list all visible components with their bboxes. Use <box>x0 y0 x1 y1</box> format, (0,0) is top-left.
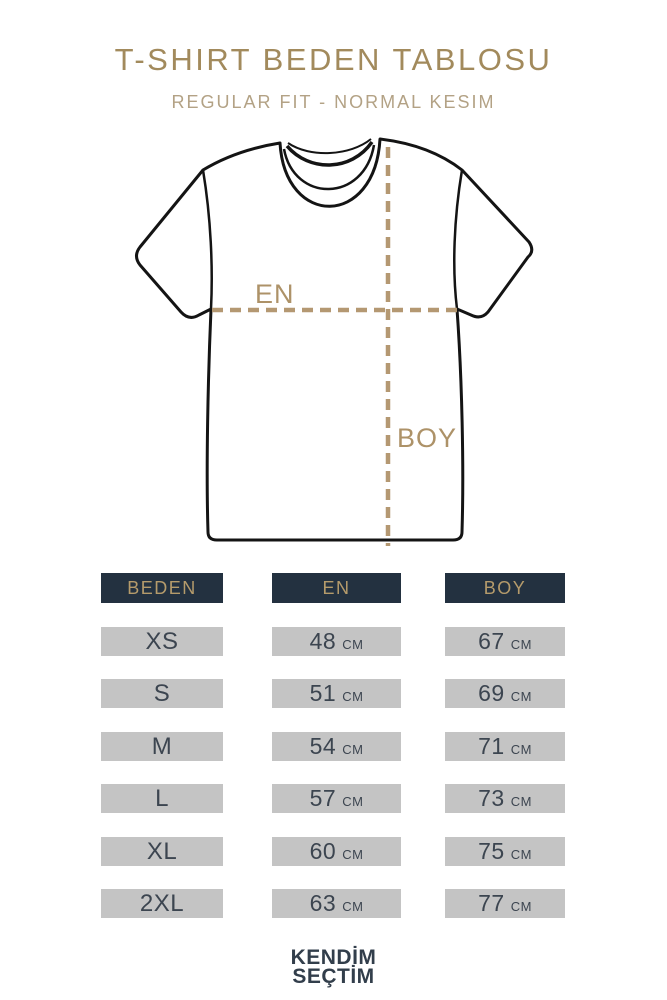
table-row-boy-xs: 67 CM <box>445 626 565 656</box>
table-row-boy-m: 71 CM <box>445 731 565 761</box>
brand-logo: KENDİM SEÇTİM <box>0 946 667 988</box>
collar-back-line <box>287 138 372 154</box>
table-row-boy-s: 69 CM <box>445 679 565 708</box>
boy-length-label: BOY <box>397 423 457 453</box>
collar-band-inner-line <box>282 144 376 191</box>
en-width-label: EN <box>255 279 295 309</box>
en-value: 54 <box>309 732 337 759</box>
en-value: 48 <box>309 627 337 654</box>
unit-label: CM <box>510 636 532 652</box>
boy-value: 67 <box>478 627 505 654</box>
length-column-header: BOY <box>445 573 565 603</box>
en-value: 60 <box>309 837 337 864</box>
size-value: XL <box>146 837 178 865</box>
size-value: S <box>153 680 171 707</box>
boy-value: 71 <box>478 732 505 759</box>
unit-label: CM <box>342 689 364 704</box>
boy-value: 75 <box>478 837 505 864</box>
table-row-en-xl: 60 CM <box>272 836 401 866</box>
size-column-header: BEDEN <box>101 573 223 603</box>
en-value: 57 <box>309 785 337 811</box>
boy-value: 69 <box>478 680 505 706</box>
unit-label: CM <box>510 741 532 757</box>
table-row-en-m: 54 CM <box>272 731 401 761</box>
boy-value: 77 <box>478 890 505 916</box>
table-row-size-m: M <box>101 731 223 761</box>
size-column: BEDEN XS S M L XL 2XL <box>101 573 223 918</box>
brand-logo-line2: SEÇTİM <box>292 965 375 988</box>
table-row-en-2xl: 63 CM <box>272 889 401 918</box>
tshirt-outline <box>135 137 534 542</box>
tshirt-measurement-diagram: EN BOY <box>135 137 534 546</box>
table-row-en-xs: 48 CM <box>272 626 401 656</box>
unit-label: CM <box>342 741 364 757</box>
boy-value: 73 <box>478 785 505 811</box>
unit-label: CM <box>510 689 532 704</box>
unit-label: CM <box>510 846 532 862</box>
table-row-size-xl: XL <box>101 836 223 866</box>
table-row-en-l: 57 CM <box>272 784 401 813</box>
size-value: M <box>151 732 173 760</box>
width-column-header: EN <box>272 573 401 603</box>
collar-seam-line <box>285 140 374 167</box>
unit-label: CM <box>342 846 364 862</box>
table-row-en-s: 51 CM <box>272 679 401 708</box>
table-row-boy-2xl: 77 CM <box>445 889 565 918</box>
page-subtitle: REGULAR FIT - NORMAL KESIM <box>171 92 496 112</box>
brand-logo-line1: KENDİM <box>290 946 377 969</box>
size-value: L <box>155 785 169 812</box>
size-value: 2XL <box>139 890 185 917</box>
left-sleeve-seam <box>201 169 213 310</box>
width-column: EN 48 CM 51 CM 54 CM 57 CM 60 CM 63 CM <box>272 573 401 918</box>
en-value: 51 <box>309 680 337 706</box>
table-row-boy-l: 73 CM <box>445 784 565 813</box>
page-title: T-SHIRT BEDEN TABLOSU <box>114 42 553 77</box>
unit-label: CM <box>342 636 364 652</box>
unit-label: CM <box>342 899 364 914</box>
size-value: XS <box>145 627 179 655</box>
length-column: BOY 67 CM 69 CM 71 CM 73 CM 75 CM 77 CM <box>445 573 565 918</box>
table-row-boy-xl: 75 CM <box>445 836 565 866</box>
table-row-size-2xl: 2XL <box>101 889 223 918</box>
table-row-size-xs: XS <box>101 626 223 656</box>
unit-label: CM <box>510 899 532 914</box>
en-value: 63 <box>309 890 337 916</box>
table-row-size-s: S <box>101 679 223 708</box>
right-sleeve-seam <box>453 169 464 310</box>
unit-label: CM <box>342 794 364 809</box>
table-row-size-l: L <box>101 784 223 813</box>
unit-label: CM <box>510 794 532 809</box>
